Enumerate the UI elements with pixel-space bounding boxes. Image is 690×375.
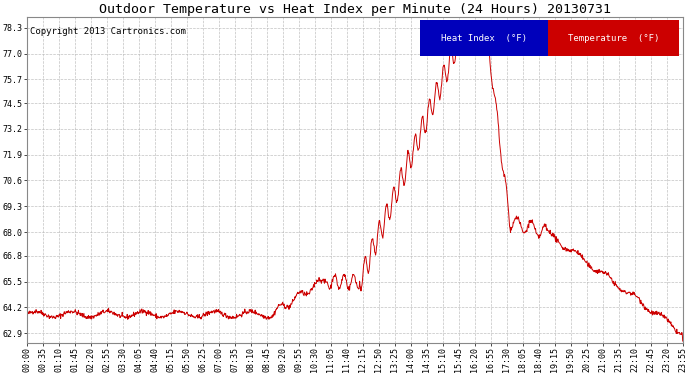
FancyBboxPatch shape <box>420 20 549 56</box>
Title: Outdoor Temperature vs Heat Index per Minute (24 Hours) 20130731: Outdoor Temperature vs Heat Index per Mi… <box>99 3 611 16</box>
Text: Temperature  (°F): Temperature (°F) <box>568 34 660 43</box>
Text: Copyright 2013 Cartronics.com: Copyright 2013 Cartronics.com <box>30 27 186 36</box>
Text: Heat Index  (°F): Heat Index (°F) <box>442 34 527 43</box>
FancyBboxPatch shape <box>549 20 680 56</box>
